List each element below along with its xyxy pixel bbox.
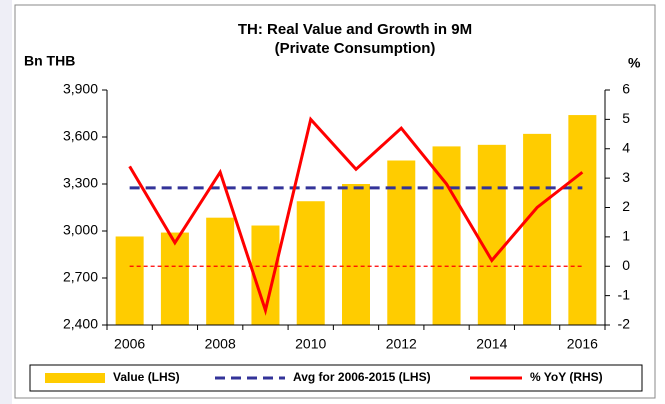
y-tick-label: 2,400 [63,316,98,332]
bar [206,217,235,325]
legend-swatch [45,373,105,383]
y-tick-label: 3,300 [63,175,98,191]
y2-tick-label: 1 [622,228,630,244]
line [128,116,584,316]
bar [160,232,189,325]
legend-box [29,364,643,392]
y-tick-label: 3,000 [63,222,98,238]
y-axis-label: Bn THB [24,53,75,69]
y2-tick-label: 0 [622,257,630,273]
bar [432,146,461,325]
bar [523,133,552,325]
legend-label: % YoY (RHS) [530,370,603,384]
x-tick-label: 2012 [386,336,417,352]
x-tick-label: 2016 [567,336,598,352]
y2-tick-label: 5 [622,110,630,126]
y-tick-label: 3,600 [63,128,98,144]
y2-tick-label: 2 [622,198,630,214]
side-strip [0,0,12,404]
y2-tick-label: -1 [618,286,631,302]
y2-tick-label: -2 [618,316,631,332]
chart-title: TH: Real Value and Growth in 9M [238,21,472,38]
bar [387,160,416,325]
y2-axis-label: % [628,55,641,71]
legend-label: Value (LHS) [113,370,180,384]
bar [568,115,597,325]
y2-tick-label: 3 [622,169,630,185]
y-tick-label: 2,700 [63,269,98,285]
legend-label: Avg for 2006-2015 (LHS) [293,370,431,384]
bar [296,201,325,325]
y2-tick-label: 4 [622,139,630,155]
y-tick-label: 3,900 [63,81,98,97]
x-tick-label: 2008 [205,336,236,352]
bar [342,184,370,325]
x-tick-label: 2010 [295,336,326,352]
x-tick-label: 2006 [114,336,145,352]
bar [115,236,144,325]
chart-subtitle: (Private Consumption) [275,40,436,57]
y2-tick-label: 6 [622,81,630,97]
chart-frame [14,4,656,399]
bar [477,144,506,325]
x-tick-label: 2014 [476,336,507,352]
